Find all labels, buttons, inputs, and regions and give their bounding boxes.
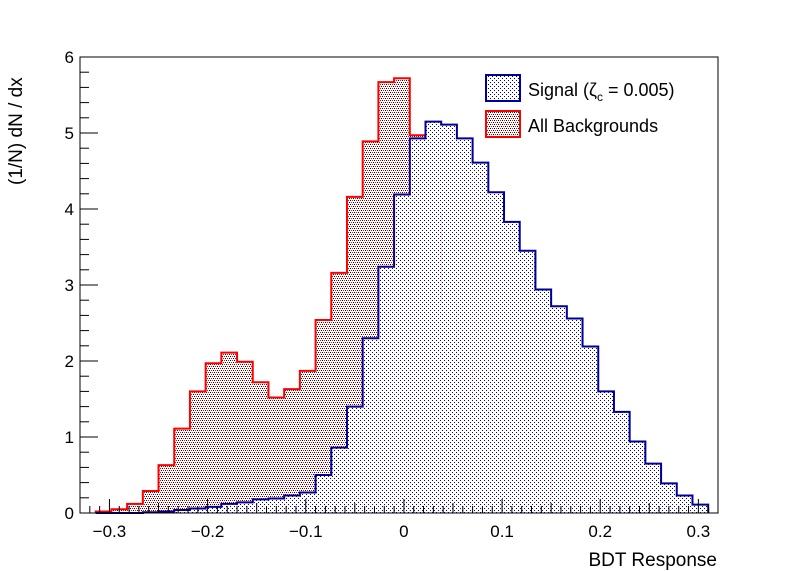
backgrounds-bar <box>252 382 269 513</box>
signal-bar <box>582 346 599 513</box>
axes: −0.3 −0.2 −0.1 0 0.1 0.2 0.3 0 1 2 3 4 5 6 <box>65 48 719 541</box>
plot-area <box>94 77 710 514</box>
backgrounds-bar <box>127 503 143 513</box>
signal-bar <box>629 441 646 513</box>
backgrounds-bar <box>142 490 159 513</box>
x-tick-label: −0.1 <box>289 522 323 541</box>
signal-bar <box>441 124 457 513</box>
legend-swatch-signal <box>485 74 521 102</box>
backgrounds-bar <box>268 397 285 513</box>
signal-bar <box>645 463 662 513</box>
legend-label-backgrounds: All Backgrounds <box>528 116 658 136</box>
signal-bar <box>221 503 238 513</box>
signal-bar <box>661 483 677 513</box>
y-tick-label: 5 <box>65 124 74 143</box>
x-axis-label: BDT Response <box>589 550 718 571</box>
signal-bar <box>362 338 379 513</box>
signal-bar <box>205 506 222 513</box>
signal-bar <box>425 121 442 513</box>
signal-bar <box>488 192 505 513</box>
backgrounds-bar <box>237 361 253 513</box>
signal-bar <box>566 318 583 513</box>
signal-bar <box>409 138 426 513</box>
y-tick-label: 6 <box>65 48 74 67</box>
x-tick-label: 0.2 <box>588 522 612 541</box>
legend-label-signal: Signal (ζc = 0.005) <box>528 80 675 104</box>
backgrounds-bar <box>158 465 175 513</box>
signal-bar <box>535 289 552 513</box>
y-axis-label: (1/N) dN / dx <box>6 77 27 185</box>
series-signal <box>95 120 710 514</box>
signal-bar <box>456 138 473 513</box>
signal-bar <box>551 306 567 513</box>
signal-bar <box>346 406 363 513</box>
signal-bar <box>692 504 709 513</box>
y-tick-label: 0 <box>65 504 74 523</box>
backgrounds-bar <box>284 389 300 513</box>
signal-outline <box>95 120 710 514</box>
signal-bar <box>331 447 347 513</box>
signal-bar <box>299 492 316 513</box>
y-tick-label: 4 <box>65 200 74 219</box>
x-tick-label: 0.3 <box>687 522 711 541</box>
signal-bar <box>613 411 630 513</box>
x-tick-label: 0.1 <box>490 522 514 541</box>
signal-bar <box>472 162 489 513</box>
backgrounds-bar <box>174 428 190 513</box>
backgrounds-bar <box>205 363 222 513</box>
signal-bar <box>268 498 285 513</box>
signal-bar <box>598 391 614 513</box>
legend-swatch-backgrounds <box>485 110 521 138</box>
signal-bar <box>519 250 536 514</box>
y-tick-label: 3 <box>65 276 74 295</box>
signal-bar <box>394 194 410 513</box>
signal-bar <box>378 266 395 513</box>
signal-bar <box>504 221 520 514</box>
x-tick-label: 0 <box>399 522 408 541</box>
backgrounds-bar <box>221 352 238 513</box>
y-tick-label: 2 <box>65 352 74 371</box>
legend: Signal (ζc = 0.005) All Backgrounds <box>485 74 675 138</box>
y-tick-label: 1 <box>65 428 74 447</box>
signal-bar <box>315 475 332 513</box>
signal-bar <box>237 502 253 513</box>
backgrounds-bar <box>189 391 206 513</box>
backgrounds-bar <box>299 370 316 513</box>
x-tick-label: −0.3 <box>93 522 127 541</box>
x-tick-label: −0.2 <box>191 522 225 541</box>
signal-bar <box>174 509 190 513</box>
backgrounds-bar <box>315 319 332 513</box>
